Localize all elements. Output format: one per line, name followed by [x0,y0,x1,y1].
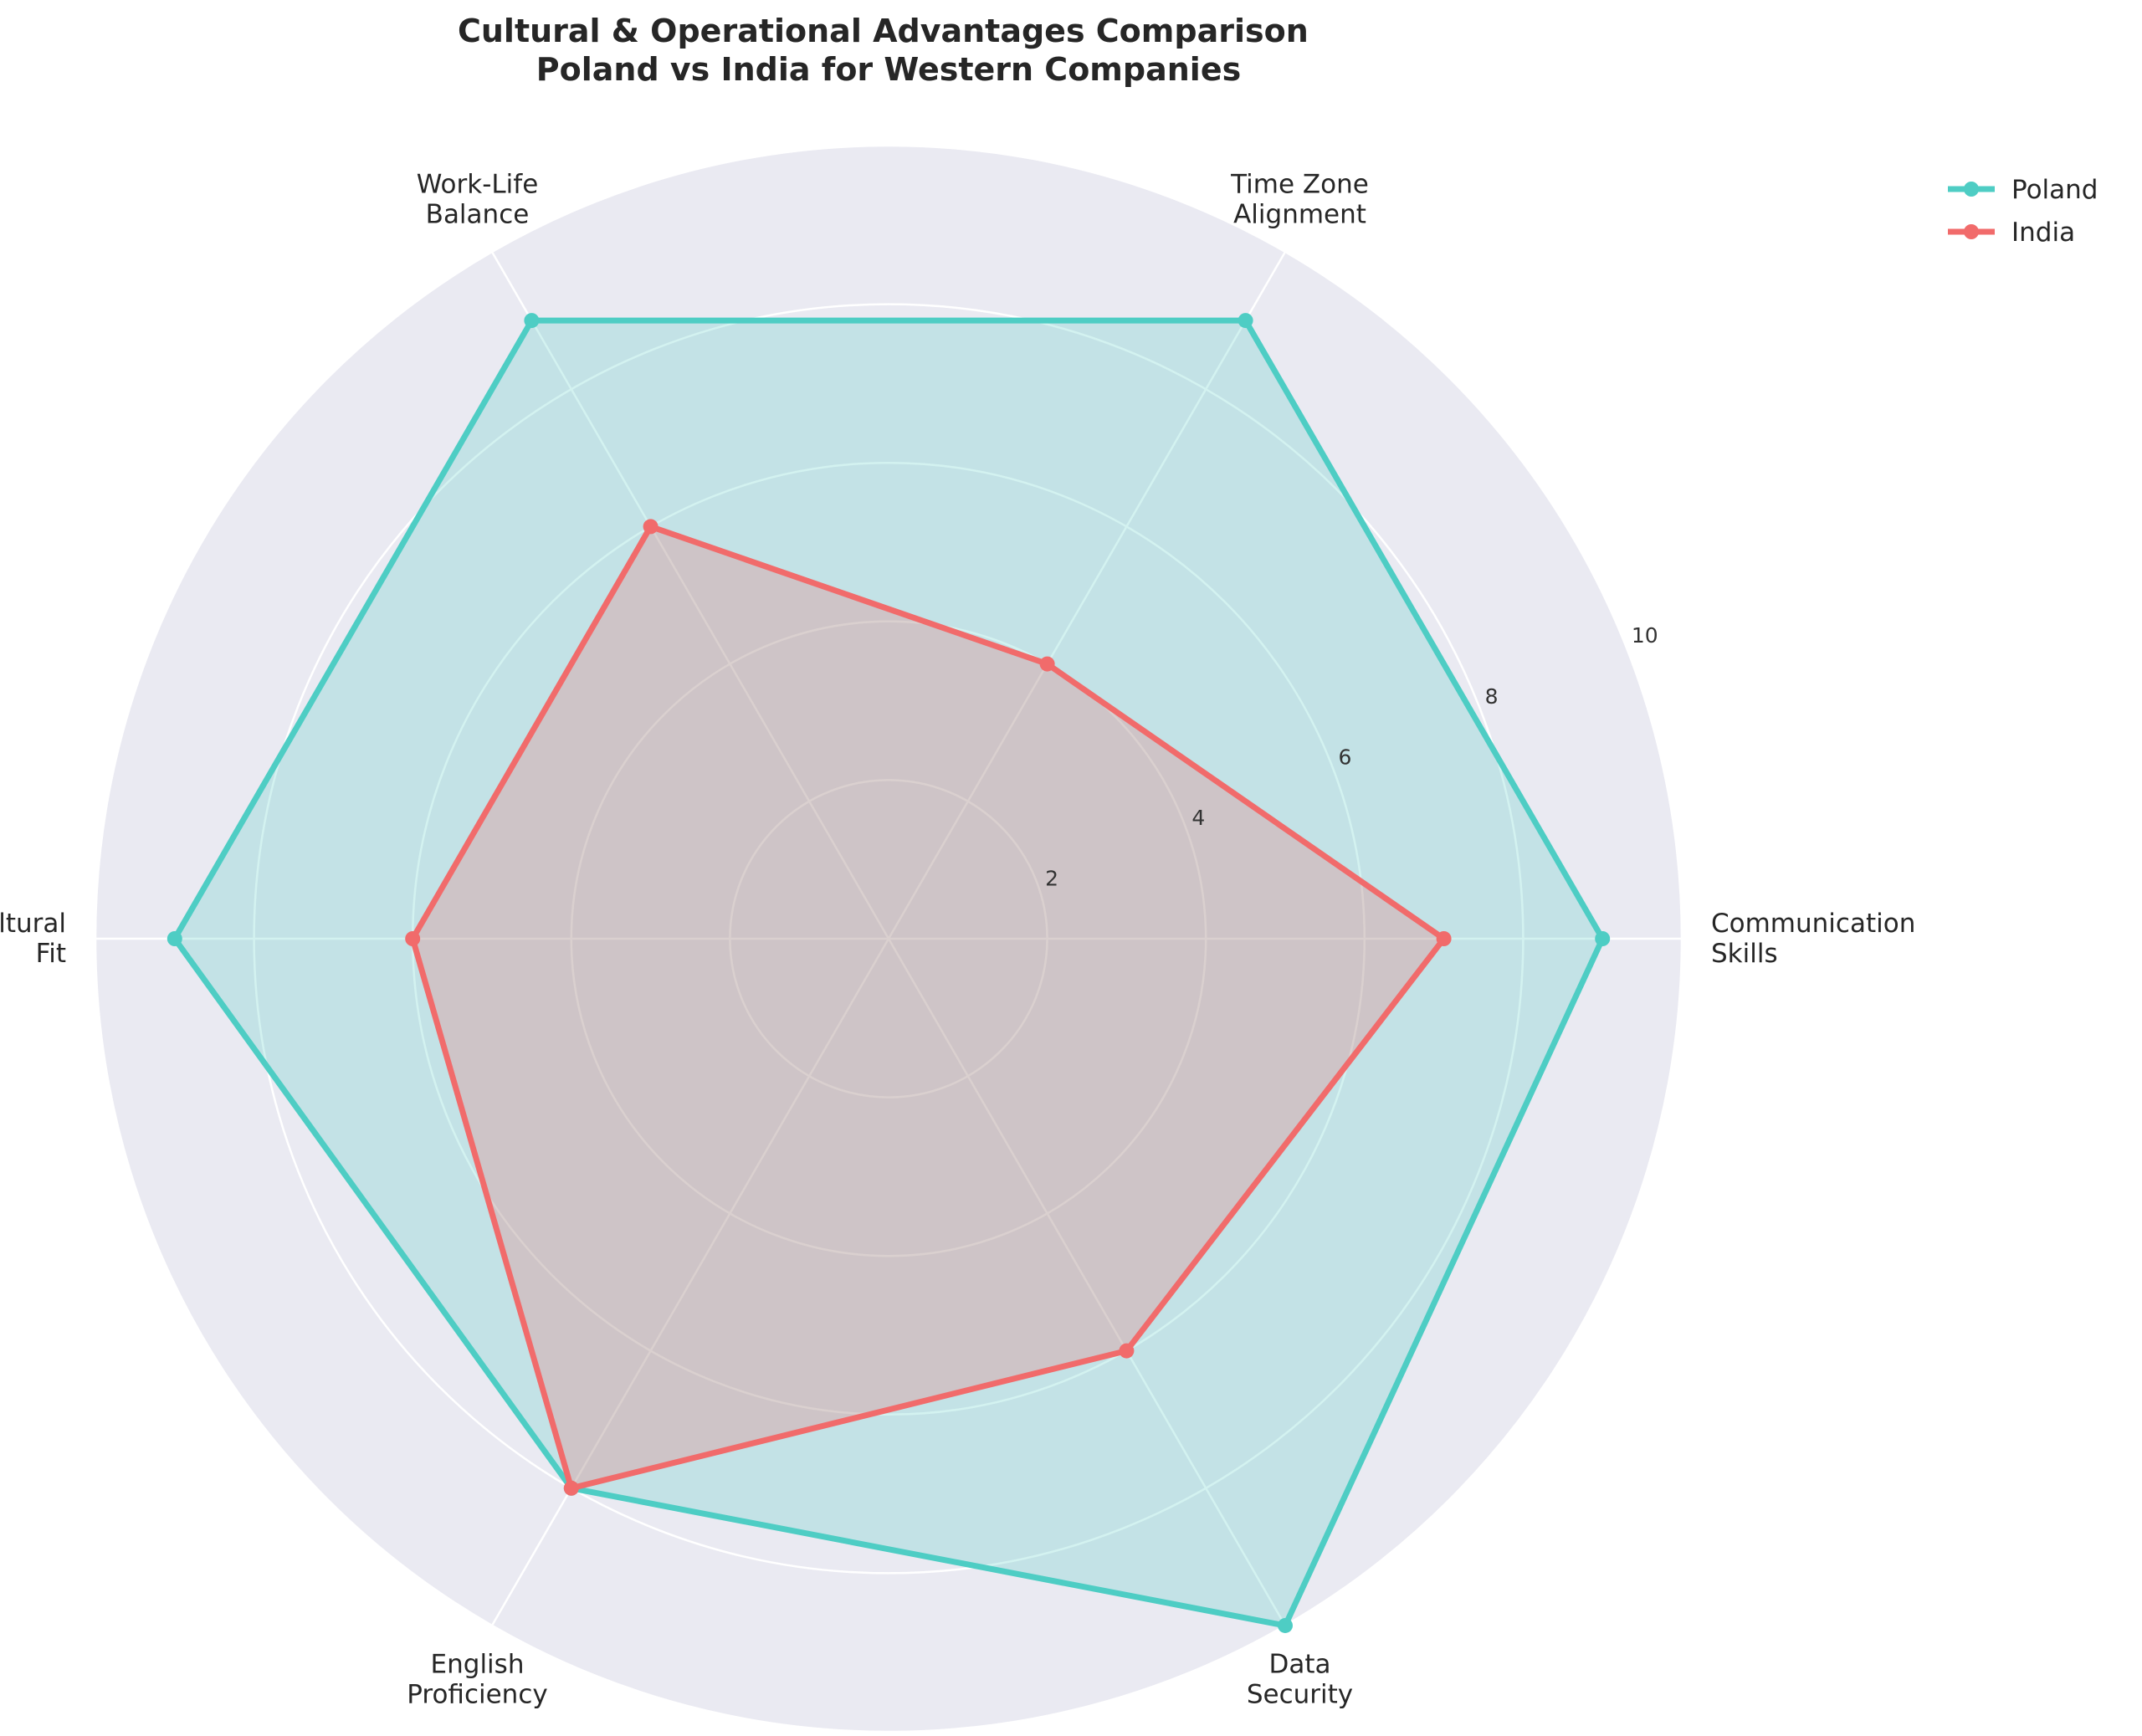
grid-spoke [887,938,1287,1626]
category-label-line: Communication [1711,909,1915,939]
category-label: CulturalFit [0,909,66,969]
category-label-line: Balance [426,200,530,230]
data-point-india [1436,931,1452,946]
tick-label: 10 [1632,623,1658,648]
data-point-india [1039,656,1055,672]
tick-label: 2 [1045,866,1058,890]
data-point-poland [167,931,182,946]
category-label-line: English [431,1649,525,1679]
category-label-line: Security [1247,1679,1353,1709]
radial-tick-labels: 2 4 6 8 10 [1045,623,1658,890]
data-point-india [1119,1343,1135,1359]
data-point-poland [1278,1617,1293,1633]
legend-label-india: India [2011,218,2075,248]
category-label-line: Proficiency [407,1679,547,1709]
category-label: Work-Life Balance [417,170,539,230]
chart-title-line-1: Cultural & Operational Advantages Compar… [458,13,1309,49]
category-label-line: Data [1268,1649,1330,1679]
chart-title-line-2: Poland vs India for Western Companies [536,51,1241,88]
legend-marker-india [1964,224,1979,239]
tick-label: 4 [1191,806,1205,830]
legend-label-poland: Poland [2011,175,2098,205]
category-label-line: Fit [36,939,66,969]
data-point-poland [1238,313,1253,329]
tick-label: 6 [1339,745,1352,769]
series-fill-india [413,526,1444,1488]
category-label: Communication Skills [1711,909,1915,969]
grid-spoke [887,251,1287,940]
legend: Poland India [1948,175,2098,248]
category-label: English Proficiency [407,1649,547,1709]
category-labels: Communication Skills Time Zone Alignment Wor… [0,170,1915,1710]
category-label-line: Alignment [1233,200,1366,230]
data-point-poland [1595,931,1611,946]
grid-spoke [490,251,890,940]
chart-title: Cultural & Operational Advantages Compar… [458,13,1320,88]
category-label-line: Work-Life [417,170,539,200]
category-label-line: Cultural [0,909,66,939]
data-point-india [405,931,421,946]
grid-spoke [490,938,890,1626]
category-label-line: Skills [1711,939,1778,969]
category-label: Time Zone Alignment [1230,170,1369,230]
data-point-india [643,519,658,535]
category-label-line: Time Zone [1230,170,1369,200]
data-point-india [563,1480,579,1496]
data-point-poland [524,313,540,329]
legend-marker-poland [1964,182,1979,197]
tick-label: 8 [1485,684,1499,709]
series-fill-poland [174,320,1603,1626]
series-layer [167,313,1611,1633]
category-label: Data Security [1247,1649,1353,1709]
